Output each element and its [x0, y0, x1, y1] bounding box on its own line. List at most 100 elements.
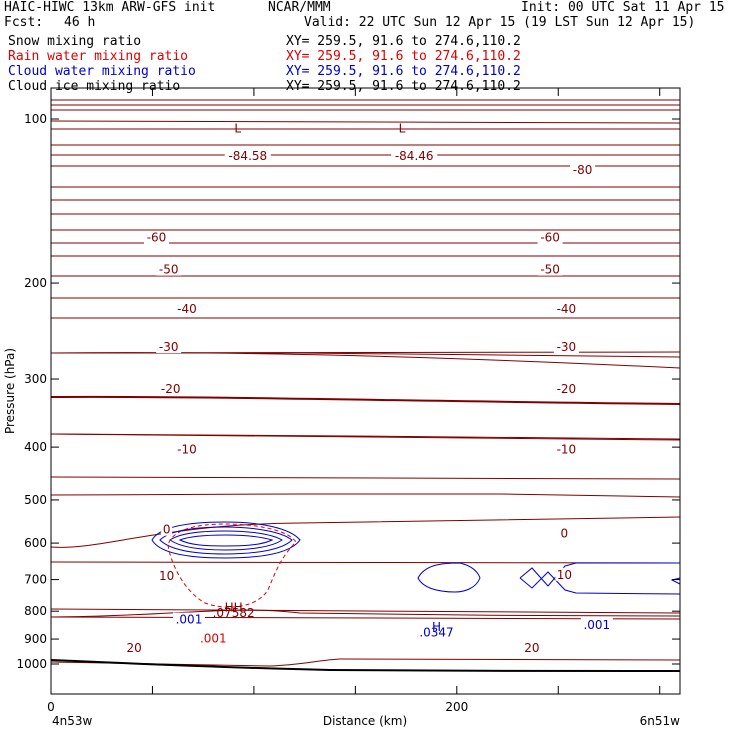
isotherm-label: 0: [163, 523, 171, 537]
isotherm-label-bg: [158, 382, 184, 396]
plot-frame: [50, 87, 681, 695]
y-tick-label: 400: [24, 440, 47, 454]
forecast-label: Fcst:: [4, 15, 44, 30]
isotherm-label-bg: [157, 569, 176, 583]
isotherm-label: -40: [177, 302, 197, 316]
y-tick-label: 600: [24, 536, 47, 550]
cloud-water-contour: [178, 534, 274, 547]
field-cloudwater-name: Cloud water mixing ratio: [8, 64, 196, 79]
field-rain-xy: XY= 259.5, 91.6 to 274.6,110.2: [286, 49, 521, 64]
contour-label-layer: -84.58 -84.46 -80 -60 -60 -50 -50 -40 -40 -30 -30 -…: [125, 121, 613, 655]
isotherm-label: -20: [557, 382, 577, 396]
field-snow-name: Snow mixing ratio: [8, 34, 142, 49]
field-snow-xy: XY= 259.5, 91.6 to 274.6,110.2: [286, 34, 521, 49]
isotherm-label-bg: [537, 230, 563, 244]
extremum-label: H: [432, 620, 441, 634]
isotherm-label: 20: [524, 641, 539, 655]
isotherm-line: [50, 608, 681, 614]
x-axis: 0 200: [47, 88, 661, 714]
isotherm-label-bg: [553, 301, 579, 315]
isotherm-line: [50, 609, 681, 618]
isotherm-label-bg: [391, 149, 438, 163]
isotherm-label: -50: [540, 263, 560, 277]
isotherm-line: [50, 395, 681, 405]
isotherm-label: -30: [159, 340, 179, 354]
isotherm-label: 0: [561, 526, 569, 540]
isotherm-label: -10: [557, 442, 577, 456]
isotherm-label: -84.46: [395, 149, 434, 163]
org-label: NCAR/MMM: [268, 0, 331, 15]
isotherm-label: -40: [557, 302, 577, 316]
isotherm-line: [50, 120, 681, 124]
y-tick-label: 200: [24, 276, 47, 290]
isotherm-line: [50, 516, 681, 548]
field-cloudwater-xy: XY= 259.5, 91.6 to 274.6,110.2: [286, 64, 521, 79]
isotherm-label: -60: [540, 231, 560, 245]
isotherm-label-bg: [570, 162, 596, 176]
isotherm-label: -20: [161, 382, 181, 396]
isotherm-line: [50, 352, 681, 369]
low-marker: L: [399, 121, 406, 135]
isotherm-label-bg: [555, 567, 574, 581]
isotherm-label-bg: [553, 442, 579, 456]
isotherm-label-bg: [553, 382, 579, 396]
isotherm-label: -30: [557, 340, 577, 354]
cloud-water-contour: [169, 530, 283, 551]
isotherm-label: 20: [127, 641, 142, 655]
isotherm-label-bg: [144, 230, 170, 244]
y-tick-label: 700: [24, 573, 47, 587]
mixing-ratio-label-bg: [197, 631, 230, 645]
x-tick-label: 200: [445, 700, 468, 714]
isotherm-label: -10: [177, 442, 197, 456]
cloud-water-contour: [670, 577, 681, 585]
endpoint-left: 4n53w: [52, 714, 93, 728]
cloud-water-contour: [417, 562, 481, 593]
isotherm-label-bg: [174, 301, 200, 315]
isotherm-label-bg: [224, 149, 271, 163]
y-tick-label: 900: [24, 632, 47, 646]
low-marker: L: [234, 121, 241, 135]
field-cloudice-xy: XY= 259.5, 91.6 to 274.6,110.2: [286, 79, 521, 94]
terrain-line: [50, 659, 681, 672]
model-title: HAIC-HIWC 13km ARW-GFS init: [4, 0, 216, 15]
isotherm-label-bg: [537, 262, 563, 276]
isotherm-label-bg: [125, 641, 144, 655]
contour-layer: [50, 99, 681, 672]
cloud-water-contour: [519, 562, 680, 587]
isotherm-label: -60: [147, 231, 167, 245]
mixing-ratio-label: .001: [200, 631, 227, 645]
isotherm-label-bg: [522, 641, 541, 655]
isotherm-line: [50, 433, 681, 441]
y-axis-label: Pressure (hPa): [3, 348, 17, 434]
isotherm-label: 10: [159, 569, 174, 583]
extremum-label: .0347: [419, 625, 453, 639]
field-cloudice-name: Cloud ice mixing ratio: [8, 79, 181, 94]
isotherm-label-bg: [161, 522, 173, 536]
mixing-ratio-label: .001: [583, 618, 610, 632]
init-time: Init: 00 UTC Sat 11 Apr 15: [521, 0, 725, 15]
isotherm-label-bg: [174, 442, 200, 456]
isotherm-line: [50, 616, 681, 620]
cloud-water-contour: [151, 521, 301, 559]
extremum-label: HH: [225, 601, 243, 615]
isotherm-label: -80: [573, 163, 593, 177]
valid-time: Valid: 22 UTC Sun 12 Apr 15 (19 LST Sun …: [304, 15, 696, 30]
rain-water-contour: [167, 523, 297, 608]
cloud-water-contour: [159, 526, 293, 555]
isotherm-label-bg: [156, 339, 182, 353]
y-tick-label: 500: [24, 493, 47, 507]
isotherm-line: [50, 493, 681, 498]
isotherm-label: -50: [159, 263, 179, 277]
extremum-label: .07582: [213, 606, 255, 620]
field-rain-name: Rain water mixing ratio: [8, 49, 189, 64]
mixing-ratio-label-bg: [580, 617, 613, 631]
isotherm-label: 10: [557, 568, 572, 582]
mixing-ratio-label-bg: [172, 612, 205, 626]
mixing-ratio-label: .001: [176, 613, 203, 627]
isotherm-line: [50, 476, 681, 480]
isotherm-label-bg: [553, 339, 579, 353]
y-tick-label: 800: [24, 604, 47, 618]
forecast-hours: 46 h: [64, 15, 96, 30]
